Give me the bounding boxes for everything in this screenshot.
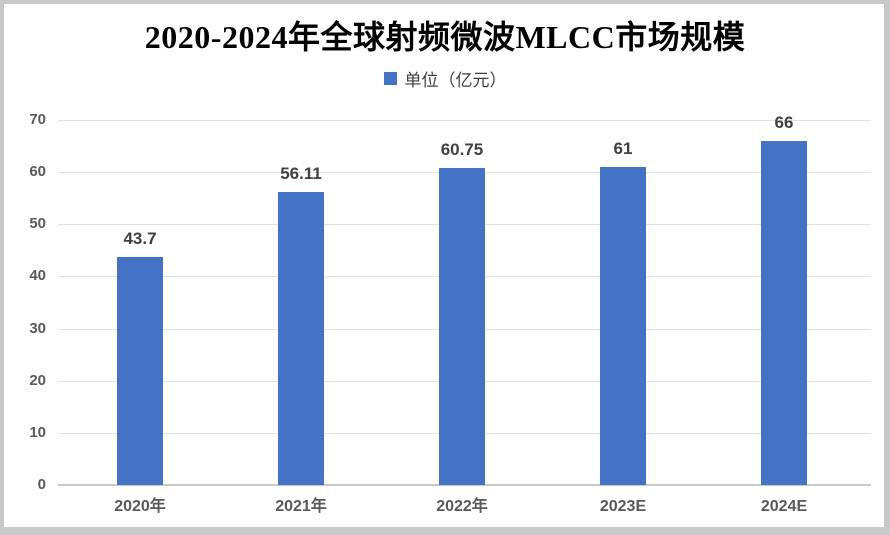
gridline [58, 120, 871, 121]
x-axis-category-label: 2024E [760, 498, 808, 515]
y-axis-tick-label: 0 [37, 476, 46, 493]
x-axis-category-label: 2023E [599, 498, 647, 515]
legend-label: 单位（亿元） [404, 71, 507, 90]
y-axis-tick-label: 70 [29, 111, 46, 128]
y-axis-tick-label: 40 [29, 267, 46, 285]
bar-value-label: 56.11 [280, 164, 322, 184]
bar-2024E [761, 140, 807, 485]
bar-2022年 [439, 168, 485, 485]
legend-color-swatch-icon [383, 72, 397, 85]
bar-2020年 [117, 257, 163, 485]
bar-value-label: 66 [774, 112, 794, 132]
bar-2023E [600, 166, 646, 485]
x-axis-category-label: 2020年 [114, 498, 166, 515]
y-axis-tick-label: 50 [29, 215, 46, 233]
bar-value-label: 60.75 [440, 140, 484, 160]
bar-2021年 [278, 192, 324, 485]
chart-title: 2020-2024年全球射频微波MLCC市场规模 [144, 19, 746, 55]
x-axis-line [58, 484, 871, 486]
bar-value-label: 61 [613, 138, 633, 158]
x-axis-category-label: 2021年 [275, 498, 327, 515]
y-axis-tick-label: 20 [29, 371, 46, 389]
legend: 单位（亿元） [0, 66, 890, 91]
y-axis-tick-label: 10 [29, 423, 46, 441]
y-axis-tick-label: 30 [29, 319, 46, 337]
bar-value-label: 43.7 [123, 229, 157, 249]
x-axis-category-label: 2022年 [436, 498, 488, 515]
y-axis-tick-label: 60 [29, 163, 46, 181]
